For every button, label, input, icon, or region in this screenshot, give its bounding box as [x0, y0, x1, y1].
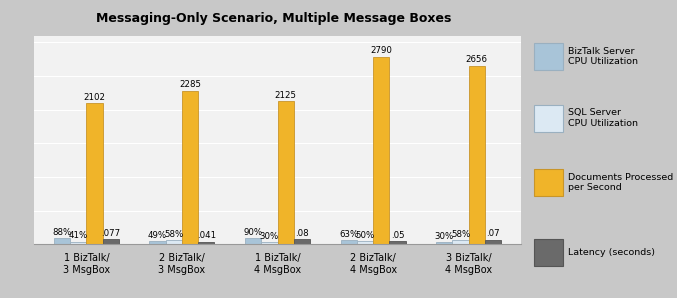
Text: 58%: 58% — [451, 230, 471, 239]
Bar — [452, 240, 468, 244]
Text: 30%: 30% — [260, 232, 279, 241]
Text: 2125: 2125 — [275, 91, 297, 100]
Text: .041: .041 — [197, 231, 216, 240]
Text: 49%: 49% — [148, 231, 167, 240]
Text: 41%: 41% — [68, 231, 88, 240]
Bar — [70, 242, 87, 244]
Text: 88%: 88% — [52, 228, 72, 237]
Bar — [373, 57, 389, 244]
Text: .08: .08 — [295, 229, 309, 238]
Text: Latency (seconds): Latency (seconds) — [569, 248, 655, 257]
Bar — [389, 241, 406, 244]
Bar — [103, 239, 119, 244]
Text: 63%: 63% — [339, 230, 358, 239]
Bar — [182, 91, 198, 244]
Bar — [534, 239, 563, 266]
Text: 58%: 58% — [165, 230, 183, 239]
Bar — [534, 105, 563, 131]
Bar — [166, 240, 182, 244]
Text: 50%: 50% — [355, 231, 374, 240]
Text: SQL Server
CPU Utilization: SQL Server CPU Utilization — [569, 108, 638, 128]
Bar — [150, 241, 166, 244]
Bar — [468, 66, 485, 244]
Text: .07: .07 — [486, 229, 500, 238]
Text: .077: .077 — [102, 229, 121, 238]
Bar — [341, 240, 357, 244]
Text: 90%: 90% — [244, 228, 263, 237]
Text: .05: .05 — [391, 231, 404, 240]
Bar — [261, 242, 278, 244]
Text: 2656: 2656 — [466, 55, 488, 64]
Bar — [534, 169, 563, 196]
Bar — [54, 238, 70, 244]
Text: 2285: 2285 — [179, 80, 201, 89]
Bar — [436, 242, 452, 244]
Text: 2102: 2102 — [83, 93, 106, 102]
Text: Documents Processed
per Second: Documents Processed per Second — [569, 173, 674, 192]
Bar — [485, 240, 501, 244]
Bar — [294, 239, 310, 244]
Text: BizTalk Server
CPU Utilization: BizTalk Server CPU Utilization — [569, 47, 638, 66]
Bar — [534, 43, 563, 70]
Text: 2790: 2790 — [370, 46, 392, 55]
Text: 30%: 30% — [435, 232, 454, 241]
Text: Messaging-Only Scenario, Multiple Message Boxes: Messaging-Only Scenario, Multiple Messag… — [97, 12, 452, 25]
Bar — [357, 241, 373, 244]
Bar — [278, 101, 294, 244]
Bar — [245, 238, 261, 244]
Bar — [87, 103, 103, 244]
Bar — [198, 242, 215, 244]
